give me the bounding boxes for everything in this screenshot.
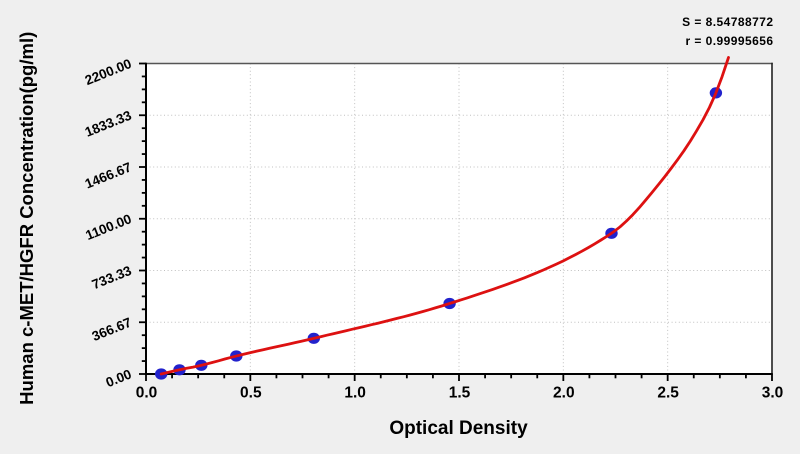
svg-text:Human c-MET/HGFR Concentration: Human c-MET/HGFR Concentration(pg/ml) [16, 32, 37, 405]
svg-text:0.0: 0.0 [136, 385, 158, 402]
svg-text:S = 8.54788772: S = 8.54788772 [682, 15, 773, 29]
svg-text:3.0: 3.0 [762, 385, 784, 402]
svg-text:1.0: 1.0 [344, 385, 366, 402]
svg-text:2.5: 2.5 [657, 385, 679, 402]
svg-text:0.5: 0.5 [240, 385, 262, 402]
svg-text:2.0: 2.0 [553, 385, 575, 402]
svg-text:Optical Density: Optical Density [389, 418, 528, 439]
svg-text:r = 0.99995656: r = 0.99995656 [685, 34, 773, 48]
svg-text:1.5: 1.5 [449, 385, 471, 402]
